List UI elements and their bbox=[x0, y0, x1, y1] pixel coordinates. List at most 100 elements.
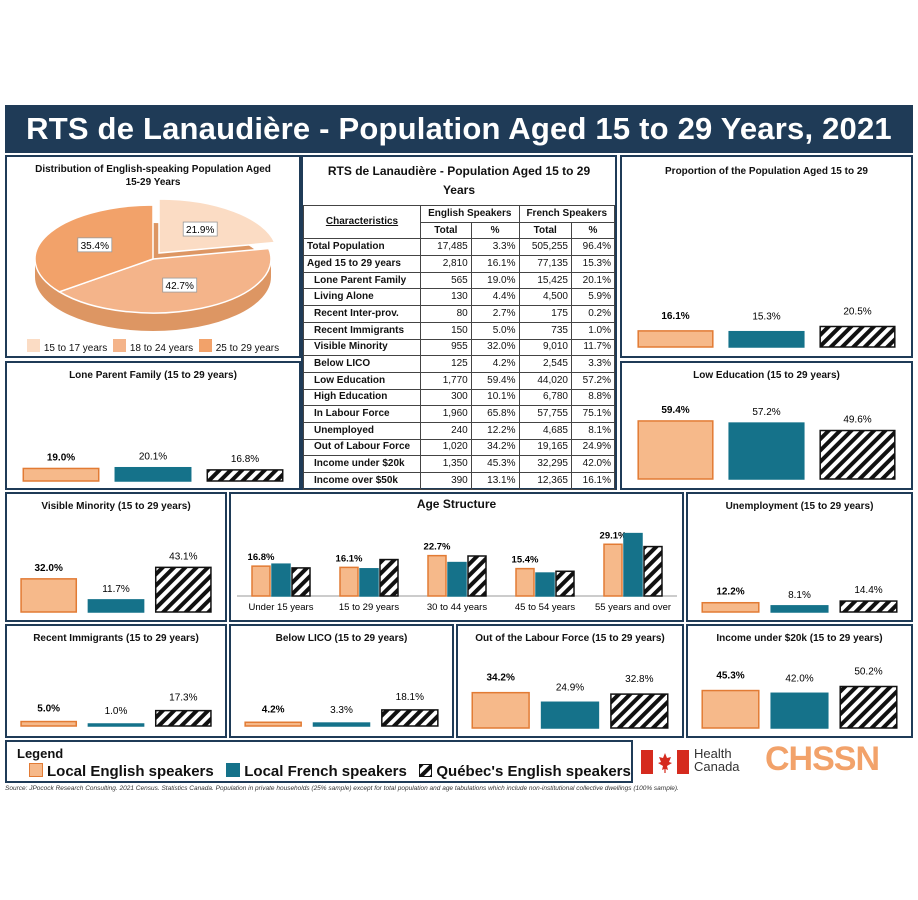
row-label: Unemployed bbox=[303, 421, 421, 440]
value-label: 59.4% bbox=[661, 405, 689, 416]
bar-english bbox=[20, 720, 78, 727]
bar-french bbox=[87, 723, 145, 727]
bar-quebec bbox=[643, 545, 663, 597]
en-total: 1,960 bbox=[420, 405, 472, 423]
pie-value-label: 42.7% bbox=[166, 281, 194, 292]
pie-label-box bbox=[77, 237, 113, 253]
fr-pct: 8.1% bbox=[570, 421, 616, 440]
en-pct: 34.2% bbox=[470, 438, 520, 457]
value-label: 19.0% bbox=[47, 452, 75, 463]
table-row: Aged 15 to 29 years 2,810 16.1% 77,135 15.3% bbox=[303, 255, 616, 273]
bar-english bbox=[701, 689, 760, 729]
bar-quebec bbox=[555, 570, 575, 597]
table-row: Recent Immigrants 150 5.0% 735 1.0% bbox=[303, 321, 616, 340]
value-label: 4.2% bbox=[262, 704, 285, 715]
source-note: Source: JPocock Research Consulting. 202… bbox=[5, 785, 679, 792]
bar-french bbox=[540, 701, 600, 729]
en-pct: 32.0% bbox=[470, 338, 520, 357]
proportion-panel: Proportion of the Population Aged 15 to … bbox=[620, 155, 913, 358]
chart-title: Income under $20k (15 to 29 years) bbox=[716, 633, 883, 644]
bar-quebec bbox=[610, 693, 669, 729]
fr-pct: 57.2% bbox=[570, 371, 616, 390]
visible-minority-chart: 32.0% 11.7% 43.1% bbox=[20, 551, 212, 613]
recent-immigrants-chart: 5.0% 1.0% 17.3% bbox=[20, 693, 212, 727]
unemployment-panel: Unemployment (15 to 29 years) 12.2% 8.1% 1… bbox=[686, 492, 913, 622]
sub-pct: % bbox=[470, 221, 520, 240]
table-row: Below LICO 125 4.2% 2,545 3.3% bbox=[303, 355, 616, 373]
chart-title: Low Education (15 to 29 years) bbox=[693, 370, 840, 381]
x-tick-label: 15 to 29 years bbox=[339, 602, 399, 613]
bar-french bbox=[770, 605, 829, 613]
income-chart: 45.3% 42.0% 50.2% bbox=[701, 667, 898, 729]
col-french: French Speakers bbox=[518, 205, 615, 223]
legend-swatch-18-24 bbox=[112, 339, 126, 352]
chart-title: Unemployment (15 to 29 years) bbox=[725, 501, 874, 512]
out-of-labour-panel: Out of the Labour Force (15 to 29 years)… bbox=[456, 624, 684, 738]
table-row: Lone Parent Family 565 19.0% 15,425 20.1% bbox=[303, 271, 616, 290]
bar-quebec bbox=[154, 566, 212, 613]
health-canada-line2: Canada bbox=[694, 759, 740, 774]
value-label: 43.1% bbox=[169, 551, 197, 562]
pie-label-box bbox=[162, 277, 198, 293]
bar-quebec bbox=[819, 429, 896, 480]
row-label: Total Population bbox=[303, 238, 421, 257]
row-label: Below LICO bbox=[303, 355, 421, 373]
bar-quebec bbox=[839, 600, 898, 613]
fr-pct: 0.2% bbox=[570, 305, 616, 323]
chssn-logo: CHSSN bbox=[765, 740, 880, 778]
bar-english bbox=[22, 467, 100, 482]
below-lico-chart: 4.2% 3.3% 18.1% bbox=[244, 692, 439, 727]
en-pct: 13.1% bbox=[470, 472, 520, 490]
row-label: Recent Immigrants bbox=[303, 321, 421, 340]
fr-total: 19,165 bbox=[518, 438, 572, 457]
chart-title: Recent Immigrants (15 to 29 years) bbox=[33, 633, 199, 644]
value-label: 49.6% bbox=[843, 415, 871, 426]
x-tick-label: 55 years and over bbox=[595, 602, 671, 613]
legend-panel: Legend Local English speakers Local Fren… bbox=[5, 740, 633, 783]
row-label: Visible Minority bbox=[303, 338, 421, 357]
pie-title: Distribution of English-speaking Populat… bbox=[35, 164, 271, 188]
page-title: RTS de Lanaudière - Population Aged 15 t… bbox=[5, 105, 913, 153]
chart-title: Lone Parent Family (15 to 29 years) bbox=[69, 370, 237, 381]
value-label: 1.0% bbox=[105, 706, 128, 717]
bar-french bbox=[728, 330, 805, 348]
bar-english bbox=[603, 543, 623, 597]
bar-english bbox=[471, 691, 530, 729]
pie-legend-label: 15 to 17 years bbox=[43, 343, 108, 354]
value-label: 15.3% bbox=[752, 312, 780, 323]
pie-chart: 21.9% 42.7% 35.4% bbox=[34, 198, 276, 331]
en-total: 1,350 bbox=[420, 455, 472, 473]
en-total: 80 bbox=[420, 305, 472, 323]
table-row: Living Alone 130 4.4% 4,500 5.9% bbox=[303, 288, 616, 307]
bar-english bbox=[515, 567, 535, 597]
value-label: 20.1% bbox=[139, 452, 167, 463]
bar-french bbox=[359, 568, 379, 597]
table-row: Low Education 1,770 59.4% 44,020 57.2% bbox=[303, 371, 616, 390]
value-label: 45.3% bbox=[716, 671, 744, 682]
fr-pct: 96.4% bbox=[570, 238, 616, 257]
table-row: In Labour Force 1,960 65.8% 57,755 75.1% bbox=[303, 405, 616, 423]
pie-legend-label: 25 to 29 years bbox=[215, 343, 280, 354]
bar-french bbox=[447, 561, 467, 597]
legend-title: Legend bbox=[17, 746, 64, 761]
bar-quebec bbox=[381, 709, 439, 727]
bar-quebec bbox=[154, 709, 212, 727]
row-label: Low Education bbox=[303, 371, 421, 390]
bar-english bbox=[244, 721, 302, 727]
value-label: 50.2% bbox=[854, 667, 882, 678]
table-row: High Education 300 10.1% 6,780 8.8% bbox=[303, 388, 616, 407]
en-total: 150 bbox=[420, 321, 472, 340]
row-label: Income under $20k bbox=[303, 455, 421, 473]
legend-french: Local French speakers bbox=[244, 763, 407, 780]
fr-total: 6,780 bbox=[518, 388, 572, 407]
value-label: 16.8% bbox=[231, 454, 259, 465]
fr-total: 15,425 bbox=[518, 271, 572, 290]
x-tick-label: 30 to 44 years bbox=[427, 602, 487, 613]
row-label: Living Alone bbox=[303, 288, 421, 307]
bar-quebec bbox=[839, 685, 898, 729]
en-total: 240 bbox=[420, 421, 472, 440]
legend-swatch-25-29 bbox=[198, 339, 212, 352]
chart-title: Age Structure bbox=[416, 497, 497, 511]
legend-english: Local English speakers bbox=[47, 763, 214, 780]
fr-pct: 24.9% bbox=[570, 438, 616, 457]
